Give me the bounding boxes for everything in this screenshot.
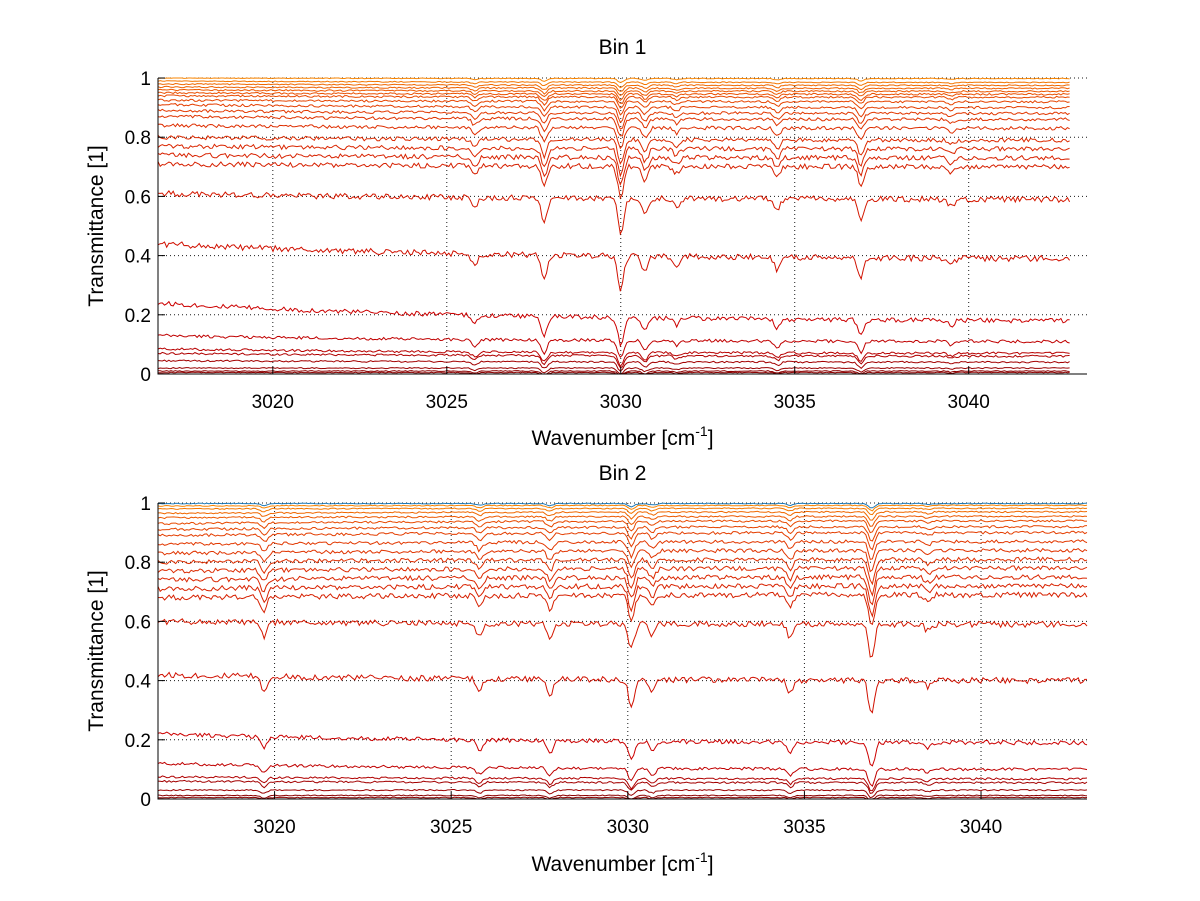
x-tick-label: 3040 [948, 392, 990, 413]
series-line [157, 502, 1088, 509]
series-line [157, 565, 1088, 597]
series-line [157, 370, 1070, 375]
y-axis-label: Transmittance [1] [85, 145, 108, 306]
series-line [157, 591, 1088, 626]
x-tick-label: 3035 [774, 392, 816, 413]
series-line [157, 94, 1070, 109]
x-tick-label: 3030 [600, 392, 642, 413]
chart-title: Bin 1 [599, 36, 647, 59]
series-line [157, 85, 1070, 96]
series-line [157, 547, 1088, 573]
series-line [157, 241, 1070, 292]
series-line [157, 347, 1070, 368]
x-tick-label: 3025 [426, 392, 468, 413]
series-line [157, 190, 1071, 236]
series-line [157, 788, 1088, 799]
y-tick-label: 0.4 [125, 672, 152, 693]
series-line [157, 77, 1070, 84]
x-tick-label: 3025 [430, 817, 472, 838]
y-axis-label: Transmittance [1] [85, 570, 108, 731]
series-line [157, 794, 1088, 800]
series-line [157, 761, 1088, 787]
x-tick-label: 3020 [253, 817, 295, 838]
series-line [157, 143, 1070, 178]
chart-title: Bin 2 [599, 462, 647, 485]
series-line [157, 525, 1088, 542]
y-tick-label: 0.4 [125, 247, 152, 268]
x-tick-label: 3040 [960, 817, 1002, 838]
y-tick-label: 0.2 [125, 731, 151, 752]
series-line [157, 114, 1070, 137]
series-line [157, 91, 1070, 104]
series-line [157, 122, 1070, 150]
series-line [157, 152, 1070, 187]
series-line [157, 371, 1070, 375]
series-line [157, 333, 1070, 359]
axes-frame [157, 503, 1087, 800]
y-tick-label: 0 [140, 365, 151, 386]
series-line [157, 103, 1070, 124]
series-line [157, 556, 1088, 586]
series-line [157, 514, 1088, 527]
series-line [157, 731, 1088, 767]
series-line [157, 366, 1070, 375]
series-line [157, 108, 1070, 130]
x-tick-label: 3035 [783, 817, 825, 838]
x-tick-label: 3020 [252, 392, 294, 413]
y-tick-label: 0.6 [125, 187, 151, 208]
series-line [157, 510, 1088, 521]
series-line [157, 300, 1070, 348]
series-line [157, 796, 1088, 800]
panel-bin-2: 3020 3025 3030 3035 3040 0 0.2 0.4 0.6 0.8 1 Bin 2 W… [85, 462, 1088, 876]
y-tick-label: 0.8 [125, 128, 151, 149]
y-tick-label: 0.8 [125, 553, 151, 574]
series-line [157, 161, 1070, 200]
series-line [157, 507, 1088, 516]
series-line [157, 618, 1088, 658]
y-tick-label: 1 [140, 494, 151, 515]
series-line [157, 80, 1070, 89]
series-line [157, 574, 1088, 606]
series-line [157, 671, 1087, 714]
y-tick-label: 0 [140, 790, 151, 811]
series-line [157, 82, 1070, 92]
panel-bin-1: 3020 3025 3030 3035 3040 0 0.2 0.4 0.6 0.8 1 Bin 1 W… [85, 36, 1087, 450]
x-axis-label: Wavenumber [cm-1] [531, 423, 713, 450]
series-line [157, 359, 1070, 372]
y-tick-label: 0.6 [125, 612, 151, 633]
x-axis-label: Wavenumber [cm-1] [531, 849, 713, 876]
series-line [157, 88, 1070, 102]
series-line [157, 519, 1088, 534]
series-line [157, 134, 1070, 165]
x-tick-label: 3030 [607, 817, 649, 838]
series-line [157, 98, 1070, 116]
series-line [157, 530, 1088, 551]
series-line [157, 504, 1088, 512]
series-line [157, 775, 1088, 792]
series-line [157, 539, 1088, 560]
y-tick-label: 1 [140, 69, 151, 90]
y-tick-label: 0.2 [125, 306, 151, 327]
series-line [157, 779, 1088, 794]
series-line [157, 351, 1070, 369]
series-line [157, 582, 1088, 618]
